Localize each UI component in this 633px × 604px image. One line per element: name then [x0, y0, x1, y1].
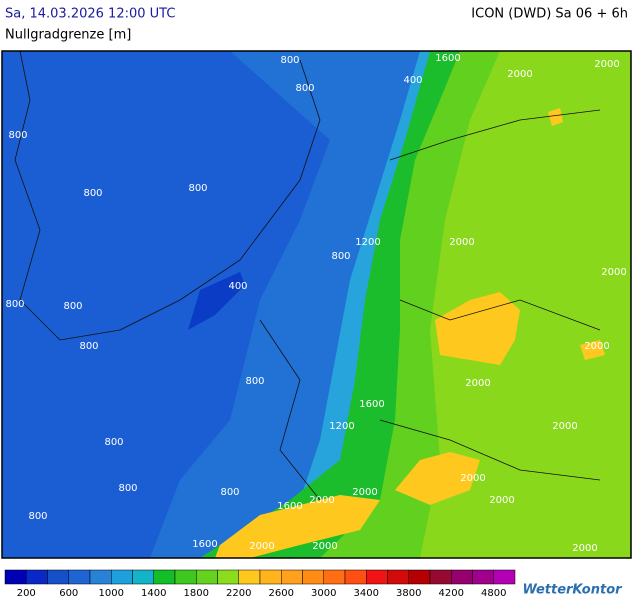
- colorbar-box: [387, 569, 409, 585]
- colorbar-label: 3000: [311, 588, 336, 599]
- contour-label: 2000: [249, 541, 274, 552]
- colorbar-label: 1800: [184, 588, 209, 599]
- contour-label: 1600: [277, 501, 302, 512]
- colorbar-box: [4, 569, 27, 585]
- colorbar-label: 600: [59, 588, 78, 599]
- colorbar-box: [302, 569, 324, 585]
- parameter: Nullgradgrenze [m]: [5, 28, 131, 43]
- contour-label: 2000: [309, 495, 334, 506]
- colorbar-box: [451, 569, 473, 585]
- colorbar-box: [153, 569, 176, 585]
- colorbar-box: [196, 569, 218, 585]
- colorbar-box: [68, 569, 91, 585]
- colorbar-label: 3400: [354, 588, 379, 599]
- contour-label: 1200: [355, 237, 380, 248]
- colorbar-box: [429, 569, 452, 585]
- contour-label: 400: [228, 281, 247, 292]
- model: ICON (DWD) Sa 06 + 6h: [471, 7, 628, 22]
- colorbar-box: [493, 569, 516, 585]
- colorbar-box: [472, 569, 494, 585]
- contour-label: 800: [280, 55, 299, 66]
- contour-label: 800: [245, 376, 264, 387]
- contour-label: 2000: [584, 341, 609, 352]
- colorbar-box: [281, 569, 303, 585]
- contour-label: 1200: [329, 421, 354, 432]
- contour-label: 800: [28, 511, 47, 522]
- contour-label: 2000: [465, 378, 490, 389]
- brand: WetterKontor: [522, 583, 623, 598]
- contour-label: 2000: [312, 541, 337, 552]
- colorbar-box: [408, 569, 431, 585]
- contour-label: 2000: [552, 421, 577, 432]
- contour-label: 2000: [489, 495, 514, 506]
- datetime: Sa, 14.03.2026 12:00 UTC: [5, 7, 175, 22]
- contour-label: 2000: [594, 59, 619, 70]
- colorbar-box: [174, 569, 197, 585]
- colorbar-box: [323, 569, 346, 585]
- contour-label: 2000: [572, 543, 597, 554]
- colorbar-label: 200: [17, 588, 36, 599]
- contour-label: 2000: [449, 237, 474, 248]
- contour-label: 800: [5, 299, 24, 310]
- colorbar-box: [89, 569, 112, 585]
- colorbar-box: [238, 569, 261, 585]
- colorbar-box: [217, 569, 239, 585]
- colorbar: 200 600 1000 1400 1800 2200 2600 3000 3400 3800 42…: [4, 569, 516, 599]
- colorbar-label: 1000: [99, 588, 124, 599]
- contour-label: 800: [104, 437, 123, 448]
- contour-label: 800: [118, 483, 137, 494]
- contour-label: 2000: [601, 267, 626, 278]
- colorbar-box: [259, 569, 282, 585]
- map: 800 800 400 1600 2000 2000 800 800 800 1…: [1, 50, 632, 559]
- contour-label: 1600: [435, 53, 460, 64]
- colorbar-box: [26, 569, 48, 585]
- colorbar-label: 1400: [141, 588, 166, 599]
- colorbar-box: [111, 569, 133, 585]
- colorbar-label: 4200: [439, 588, 464, 599]
- contour-label: 800: [8, 130, 27, 141]
- contour-label: 1600: [192, 539, 217, 550]
- contour-label: 800: [295, 83, 314, 94]
- contour-label: 2000: [352, 487, 377, 498]
- contour-label: 800: [63, 301, 82, 312]
- contour-label: 2000: [460, 473, 485, 484]
- colorbar-box: [132, 569, 154, 585]
- colorbar-box: [366, 569, 388, 585]
- colorbar-box: [47, 569, 69, 585]
- contour-label: 800: [79, 341, 98, 352]
- colorbar-label: 4800: [481, 588, 506, 599]
- colorbar-label: 2600: [269, 588, 294, 599]
- contour-label: 800: [220, 487, 239, 498]
- colorbar-label: 3800: [396, 588, 421, 599]
- contour-label: 800: [331, 251, 350, 262]
- contour-label: 800: [83, 188, 102, 199]
- colorbar-box: [344, 569, 367, 585]
- contour-label: 2000: [507, 69, 532, 80]
- contour-label: 400: [403, 75, 422, 86]
- contour-label: 800: [188, 183, 207, 194]
- colorbar-label: 2200: [226, 588, 251, 599]
- contour-label: 1600: [359, 399, 384, 410]
